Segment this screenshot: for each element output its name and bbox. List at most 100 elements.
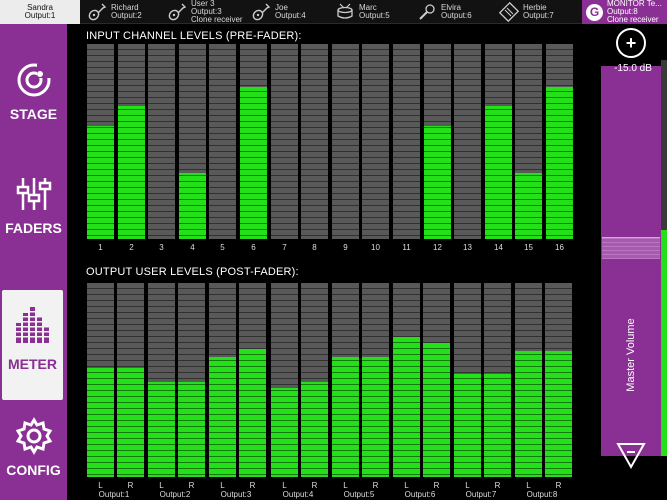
channel-number: 7 (282, 243, 287, 252)
nav-stage[interactable]: STAGE (0, 60, 67, 160)
user-name: Marc (359, 3, 377, 12)
master-level-meter (661, 60, 667, 456)
input-channel-meter (118, 44, 145, 239)
meter-segments (393, 283, 420, 477)
meter-fill (362, 356, 389, 477)
output-label: Output:2 (159, 490, 191, 499)
output-label: Output:4 (282, 490, 314, 499)
output-levels-title: OUTPUT USER LEVELS (POST-FADER): (86, 266, 299, 278)
meter-fill (118, 106, 145, 239)
meter-segments (148, 283, 175, 477)
user-output: Output:6 (441, 11, 472, 20)
meter-segments (148, 44, 175, 239)
meter-segments (118, 44, 145, 239)
guitar-icon (166, 1, 188, 23)
user-name: Joe (275, 3, 288, 12)
user-name: Sandra (27, 3, 53, 12)
nav-meter[interactable]: METER (2, 290, 63, 400)
user-tab-elvira[interactable]: Elvira Output:6 (416, 0, 496, 24)
user-name: User 3 (191, 0, 215, 8)
meter-fill (515, 172, 542, 239)
output-label: Output:8 (526, 490, 558, 499)
nav-config[interactable]: CONFIG (0, 416, 67, 500)
nav-label: METER (8, 356, 57, 372)
user-name: MONITOR Te... (607, 0, 662, 8)
output-right-meter (362, 283, 389, 477)
meter-segments (484, 283, 511, 477)
meter-segments (117, 283, 144, 477)
left-channel-label: L (159, 481, 164, 490)
meter-segments (209, 283, 236, 477)
input-channel-meter (240, 44, 267, 239)
channel-number: 2 (129, 243, 134, 252)
meter-segments (332, 283, 359, 477)
user-output: Output:8 (607, 7, 638, 16)
meter-segments (485, 44, 512, 239)
output-left-meter (209, 283, 236, 477)
meter-fill (484, 374, 511, 477)
master-fader-handle[interactable] (602, 237, 660, 259)
volume-up-button[interactable]: + (616, 28, 646, 58)
master-volume-value: -15.0 dB (614, 63, 652, 74)
input-channel-meter (301, 44, 328, 239)
output-right-meter (423, 283, 450, 477)
meter-fill (240, 86, 267, 239)
output-left-meter (87, 283, 114, 477)
channel-number: 15 (524, 243, 533, 252)
input-channel-meter (485, 44, 512, 239)
channel-number: 13 (463, 243, 472, 252)
input-channel-meter (393, 44, 420, 239)
guitar-icon (86, 1, 108, 23)
meter-fill (179, 172, 206, 239)
channel-number: 4 (190, 243, 195, 252)
meter-fill (239, 348, 266, 477)
right-channel-label: R (188, 481, 195, 490)
nav-faders[interactable]: FADERS (0, 174, 67, 274)
user-tab-herbie[interactable]: Herbie Output:7 (498, 0, 580, 24)
input-channel-meter (87, 44, 114, 239)
left-navigation: STAGE FADERS METER CONFIG (0, 24, 67, 500)
user-tab-sandra[interactable]: Sandra Output:1 (0, 0, 80, 24)
guitar-icon (250, 1, 272, 23)
left-channel-label: L (465, 481, 470, 490)
input-channel-meter (546, 44, 573, 239)
user-tab-monitor[interactable]: G MONITOR Te... Output:8 Clone receiver (582, 0, 667, 24)
output-right-meter (239, 283, 266, 477)
user-name: Herbie (523, 3, 547, 12)
output-right-meter (301, 283, 328, 477)
user-tab-marc[interactable]: Marc Output:5 (334, 0, 414, 24)
user-name: Richard (111, 3, 139, 12)
meter-segments (87, 44, 114, 239)
user-tab-joe[interactable]: Joe Output:4 (250, 0, 330, 24)
input-channel-meter (424, 44, 451, 239)
input-channel-meter (271, 44, 298, 239)
stage-icon (14, 60, 54, 100)
right-channel-label: R (494, 481, 501, 490)
meter-segments (393, 44, 420, 239)
user-tab-richard[interactable]: Richard Output:2 (86, 0, 166, 24)
user-name: Elvira (441, 3, 462, 12)
user-tab-user3[interactable]: User 3 Output:3 Clone receiver (166, 0, 250, 24)
channel-number: 16 (555, 243, 564, 252)
master-fader-track[interactable] (601, 66, 661, 456)
meter-fill (332, 356, 359, 477)
meter-segments (545, 283, 572, 477)
meter-fill (545, 350, 572, 477)
meter-segments (362, 44, 389, 239)
input-levels-title: INPUT CHANNEL LEVELS (PRE-FADER): (86, 30, 302, 42)
meter-fill (209, 356, 236, 477)
meter-segments (209, 44, 236, 239)
channel-number: 5 (220, 243, 225, 252)
output-left-meter (393, 283, 420, 477)
gear-logo-icon: G (586, 3, 603, 21)
meter-segments (362, 283, 389, 477)
channel-number: 8 (312, 243, 317, 252)
input-channel-meter (362, 44, 389, 239)
output-left-meter (271, 283, 298, 477)
user-output: Output:5 (359, 11, 390, 20)
right-channel-label: R (433, 481, 440, 490)
volume-down-button[interactable] (616, 440, 646, 470)
output-label: Output:1 (98, 490, 130, 499)
meter-segments (546, 44, 573, 239)
meter-segments (271, 283, 298, 477)
